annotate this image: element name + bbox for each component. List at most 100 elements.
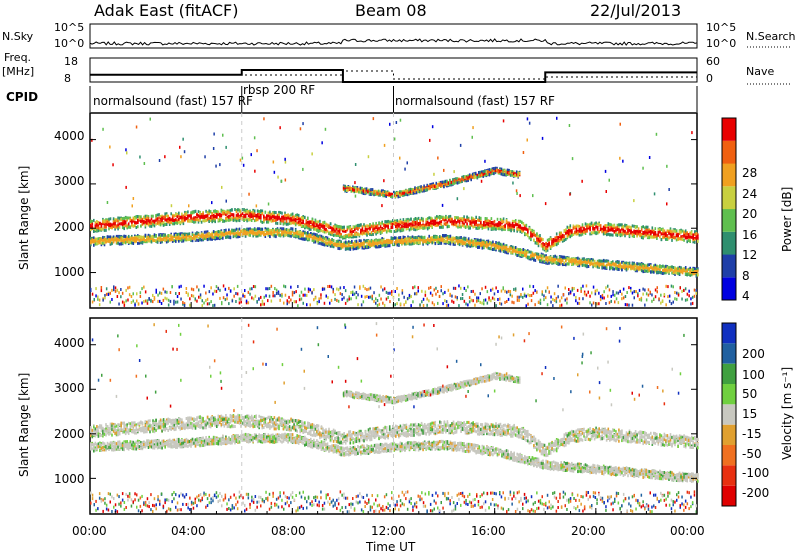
echo-cell: [695, 232, 698, 235]
echo-cell: [374, 189, 377, 193]
echo-cell: [258, 214, 260, 218]
echo-cell: [121, 226, 124, 230]
echo-cell: [555, 232, 558, 236]
echo-cell: [426, 239, 429, 243]
echo-cell: [256, 234, 259, 238]
echo-cell: [405, 225, 408, 228]
echo-cell: [671, 230, 673, 234]
echo-cell: [360, 239, 362, 243]
echo-cell: [170, 220, 172, 224]
echo-cell: [355, 235, 358, 239]
echo-cell: [316, 223, 318, 227]
echo-cell: [604, 266, 606, 270]
echo-cell: [285, 228, 288, 231]
echo-cell: [282, 227, 285, 231]
echo-cell: [561, 255, 564, 259]
echo-cell: [193, 210, 195, 214]
echo-cell: [584, 222, 587, 226]
echo-cell: [144, 217, 147, 221]
echo-cell: [161, 216, 163, 220]
echo-cell: [317, 220, 320, 224]
echo-cell: [502, 245, 505, 249]
echo-cell: [199, 216, 201, 220]
echo-cell: [137, 225, 139, 229]
echo-cell: [150, 235, 153, 239]
echo-cell: [595, 264, 597, 268]
echo-cell: [577, 229, 579, 233]
echo-cell: [258, 230, 260, 234]
echo-cell: [648, 230, 650, 234]
echo-cell: [182, 216, 185, 220]
echo-cell: [610, 233, 613, 237]
echo-cell: [643, 265, 646, 269]
echo-cell: [361, 242, 364, 246]
echo-cell: [402, 218, 405, 222]
echo-cell: [511, 245, 514, 249]
echo-cell: [108, 240, 110, 243]
echo-cell: [493, 223, 496, 227]
echo-cell: [287, 216, 289, 220]
echo-cell: [622, 228, 625, 232]
echo-cell: [457, 219, 459, 223]
echo-cell: [325, 236, 327, 239]
echo-cell: [584, 258, 587, 262]
echo-cell: [223, 211, 226, 215]
echo-cell: [188, 237, 191, 241]
echo-cell: [377, 192, 380, 196]
echo-cell: [112, 239, 115, 243]
echo-cell: [316, 239, 318, 243]
echo-cell: [200, 213, 203, 217]
echo-cell: [117, 239, 119, 243]
echo-cell: [575, 259, 578, 263]
echo-cell: [299, 221, 301, 225]
echo-cell: [542, 254, 544, 258]
echo-cell: [325, 228, 327, 232]
echo-cell: [411, 220, 414, 224]
echo-cell: [294, 234, 297, 238]
echo-cell: [671, 265, 673, 269]
echo-cell: [155, 216, 157, 220]
echo-cell: [445, 241, 447, 245]
echo-cell: [313, 232, 315, 236]
echo-cell: [241, 216, 244, 220]
echo-cell: [372, 243, 374, 247]
echo-cell: [124, 234, 127, 238]
echo-cell: [651, 270, 654, 274]
echo-cell: [428, 239, 430, 242]
echo-cell: [417, 216, 420, 220]
echo-cell: [369, 243, 371, 247]
echo-cell: [502, 227, 505, 231]
echo-cell: [405, 227, 408, 231]
echo-cell: [475, 220, 477, 224]
echo-cell: [200, 215, 203, 219]
echo-cell: [433, 240, 435, 244]
echo-cell: [96, 241, 98, 245]
echo-cell: [554, 254, 556, 258]
echo-cell: [568, 232, 570, 235]
echo-cell: [348, 247, 350, 251]
echo-cell: [118, 242, 121, 246]
echo-cell: [314, 235, 317, 239]
echo-cell: [399, 236, 402, 239]
echo-cell: [364, 190, 366, 194]
echo-cell: [404, 222, 406, 226]
echo-cell: [117, 227, 119, 231]
echo-cell: [680, 237, 682, 241]
echo-cell: [483, 226, 485, 229]
echo-cell: [528, 227, 531, 231]
echo-cell: [129, 225, 132, 229]
echo-cell: [238, 233, 241, 236]
echo-cell: [179, 215, 182, 219]
echo-cell: [291, 212, 294, 216]
echo-cell: [545, 256, 547, 260]
echo-cell: [665, 232, 667, 236]
echo-cell: [193, 218, 195, 221]
echo-cell: [650, 235, 652, 239]
echo-cell: [382, 238, 385, 242]
echo-cell: [560, 235, 562, 239]
echo-cell: [348, 233, 350, 237]
echo-cell: [252, 216, 254, 220]
echo-cell: [580, 226, 582, 230]
echo-cell: [117, 241, 119, 245]
echo-cell: [650, 270, 652, 274]
